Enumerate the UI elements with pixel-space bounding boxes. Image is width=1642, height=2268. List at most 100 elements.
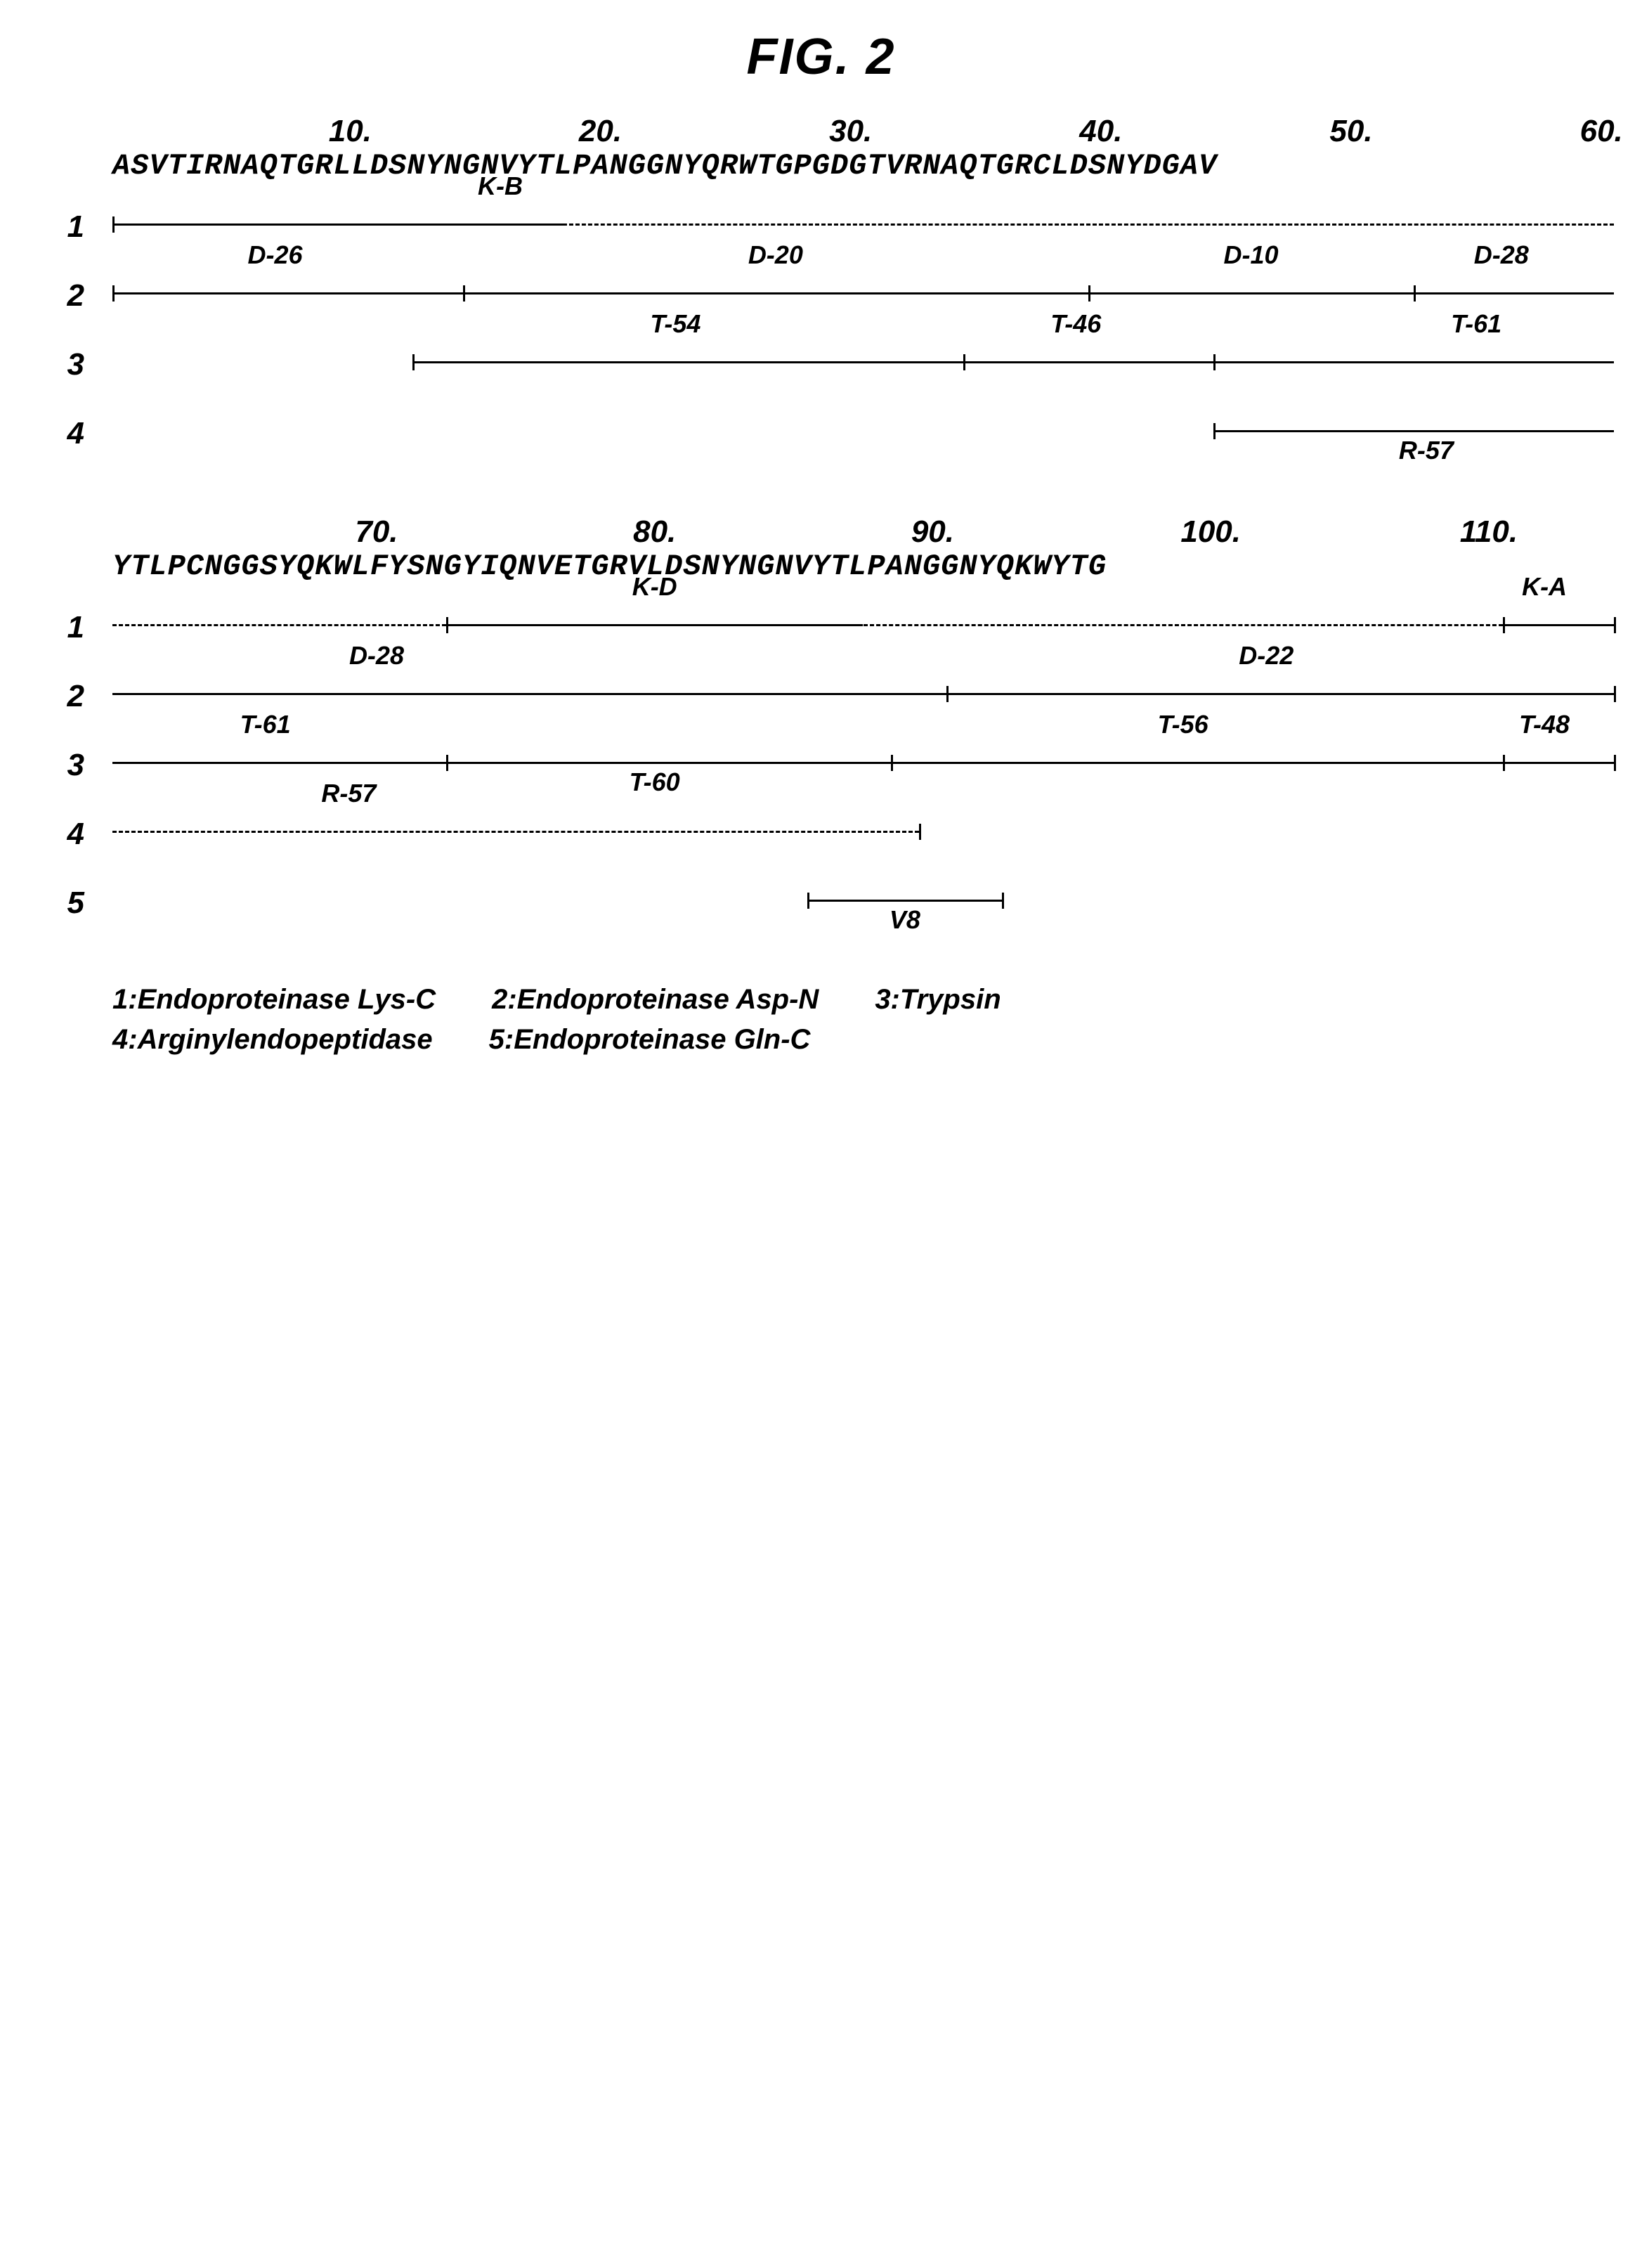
axis-tick: 100. (1180, 514, 1241, 550)
fragment-endcap (463, 285, 465, 302)
fragment-line (446, 762, 891, 764)
fragment-endcap (1213, 423, 1216, 439)
legend-item: 5:Endoproteinase Gln-C (489, 1024, 811, 1056)
legend: 1:Endoproteinase Lys-C 2:Endoproteinase A… (112, 984, 1614, 1056)
fragment-line (112, 292, 463, 294)
axis-row: 10.20.30.40.50.60. (112, 114, 1614, 149)
fragment-endcap (1414, 285, 1416, 302)
fragment-label: V8 (890, 905, 920, 935)
track-number: 3 (28, 748, 112, 783)
fragment-line (463, 292, 1088, 294)
fragment-line (891, 762, 1503, 764)
track-number: 4 (28, 817, 112, 852)
fragment-line (412, 361, 963, 363)
fragment-label: T-61 (1451, 309, 1501, 339)
fragment-label: D-20 (748, 240, 803, 270)
fragment-label: T-61 (240, 710, 291, 739)
fragment-line (946, 693, 1614, 695)
fragment-label: T-60 (630, 767, 680, 797)
figure-title: FIG. 2 (28, 28, 1614, 86)
sequence-row: ASVTIRNAQTGRLLDSNYNGNVYTLPANGGNYQRWTGPGD… (112, 149, 1614, 183)
track-area: K-B (112, 202, 1614, 252)
fragment-line (1503, 624, 1614, 626)
fragment-endcap (1614, 686, 1616, 702)
fragment-line (112, 223, 563, 226)
track-area: V8 (112, 879, 1614, 928)
fragment-label: K-B (478, 171, 523, 201)
fragment-endcap (446, 755, 448, 771)
fragment-endcap (1002, 893, 1004, 909)
fragment-label: K-A (1522, 572, 1567, 602)
fragment-label: D-10 (1224, 240, 1279, 270)
fragment-line (1213, 361, 1614, 363)
axis-tick: 70. (355, 514, 398, 550)
fragment-label: D-26 (247, 240, 302, 270)
fragment-label: T-46 (1050, 309, 1101, 339)
fragment-line (112, 762, 446, 764)
track-row: 3T-54T-46T-61 (28, 340, 1614, 389)
fragment-label: D-28 (349, 641, 404, 670)
track-number: 4 (28, 416, 112, 451)
fragment-endcap (112, 216, 115, 233)
axis-tick: 10. (329, 114, 372, 149)
fragment-endcap (919, 824, 921, 840)
track-area: R-57 (112, 810, 1614, 859)
legend-item: 3:Trypsin (875, 984, 1001, 1016)
fragment-label: R-57 (1399, 436, 1454, 465)
fragment-label: D-28 (1474, 240, 1529, 270)
axis-tick: 30. (829, 114, 872, 149)
fragment-endcap (112, 285, 115, 302)
track-number: 1 (28, 209, 112, 245)
fragment-label: T-54 (650, 309, 701, 339)
fragment-line-dashed (563, 223, 1614, 226)
fragment-endcap (1503, 755, 1505, 771)
fragment-line (807, 900, 1002, 902)
axis-row: 70.80.90.100.110. (112, 514, 1614, 550)
fragment-endcap (1614, 755, 1616, 771)
legend-row: 4:Arginylendopeptidase 5:Endoproteinase G… (112, 1024, 1614, 1056)
fragment-endcap (891, 755, 893, 771)
fragment-line (446, 624, 864, 626)
legend-item: 4:Arginylendopeptidase (112, 1024, 433, 1056)
axis-tick: 60. (1580, 114, 1623, 149)
fragment-line (1213, 430, 1614, 432)
fragment-line (1088, 292, 1414, 294)
fragment-label: R-57 (321, 779, 376, 808)
track-number: 1 (28, 610, 112, 645)
panel-1: 10.20.30.40.50.60.ASVTIRNAQTGRLLDSNYNGNV… (28, 114, 1614, 458)
fragment-endcap (807, 893, 809, 909)
fragment-line (963, 361, 1213, 363)
fragment-label: T-48 (1519, 710, 1570, 739)
fragment-line (1503, 762, 1614, 764)
track-row: 4R-57 (28, 409, 1614, 458)
panel-2: 70.80.90.100.110.YTLPCNGGSYQKWLFYSNGYIQN… (28, 514, 1614, 928)
fragment-label: D-22 (1239, 641, 1294, 670)
track-area: D-28D-22 (112, 672, 1614, 721)
fragment-endcap (446, 617, 448, 633)
track-row: 4R-57 (28, 810, 1614, 859)
legend-item: 1:Endoproteinase Lys-C (112, 984, 436, 1016)
fragment-endcap (1088, 285, 1090, 302)
fragment-endcap (1503, 617, 1505, 633)
track-area: K-DK-A (112, 603, 1614, 652)
track-row: 1K-DK-A (28, 603, 1614, 652)
axis-tick: 40. (1079, 114, 1122, 149)
legend-row: 1:Endoproteinase Lys-C 2:Endoproteinase A… (112, 984, 1614, 1016)
fragment-endcap (946, 686, 949, 702)
fragment-line-dashed (112, 831, 919, 833)
fragment-endcap (1213, 354, 1216, 370)
fragment-label: K-D (632, 572, 677, 602)
fragment-endcap (412, 354, 415, 370)
track-number: 2 (28, 679, 112, 714)
fragment-line (1414, 292, 1614, 294)
track-row: 5V8 (28, 879, 1614, 928)
track-area: R-57 (112, 409, 1614, 458)
axis-tick: 90. (911, 514, 954, 550)
sequence-row: YTLPCNGGSYQKWLFYSNGYIQNVETGRVLDSNYNGNVYT… (112, 550, 1614, 583)
legend-item: 2:Endoproteinase Asp-N (492, 984, 819, 1016)
track-area: T-54T-46T-61 (112, 340, 1614, 389)
axis-tick: 20. (579, 114, 622, 149)
axis-tick: 110. (1460, 514, 1518, 550)
figure-container: FIG. 2 10.20.30.40.50.60.ASVTIRNAQTGRLLD… (28, 28, 1614, 1056)
fragment-line (112, 693, 946, 695)
